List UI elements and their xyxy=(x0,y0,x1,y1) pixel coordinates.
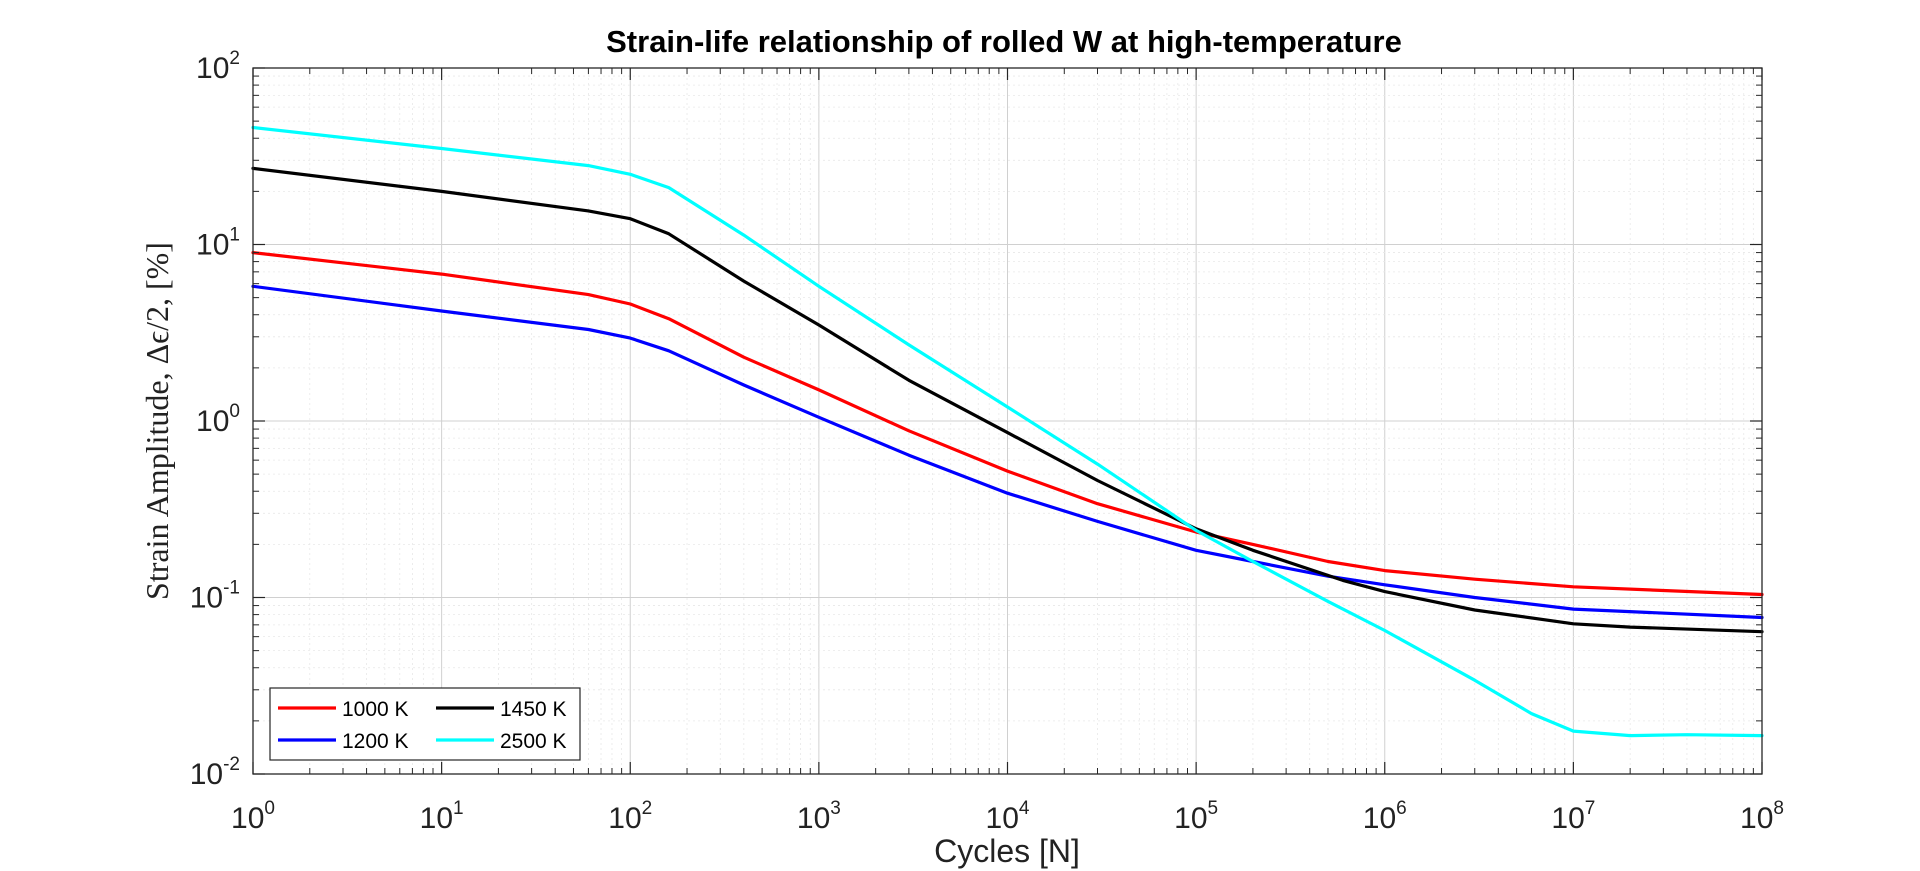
x-tick-label: 102 xyxy=(608,798,652,835)
legend: 1000 K 1450 K 1200 K 2500 K xyxy=(269,687,581,761)
legend-box xyxy=(269,687,581,761)
y-tick-label: 10-2 xyxy=(190,754,240,791)
series-line-1000-k xyxy=(251,251,1764,597)
series-line-1200-k xyxy=(251,284,1764,620)
legend-label: 2500 K xyxy=(500,730,567,753)
series-line-2500-k xyxy=(251,125,1764,738)
legend-item-1450-k: 1450 K xyxy=(436,698,567,721)
series-line-1450-k xyxy=(251,166,1764,634)
y-tick-label: 102 xyxy=(196,48,240,85)
legend-label: 1200 K xyxy=(342,730,409,753)
x-tick-label: 101 xyxy=(420,798,464,835)
series-lines xyxy=(251,125,1764,738)
legend-item-1000-k: 1000 K xyxy=(278,698,409,721)
legend-item-2500-k: 2500 K xyxy=(436,730,567,753)
x-tick-label: 104 xyxy=(986,798,1030,835)
chart-title: Strain-life relationship of rolled W at … xyxy=(606,24,1402,59)
grid xyxy=(252,68,1762,775)
y-tick-label: 10-1 xyxy=(190,578,240,615)
y-tick-label: 101 xyxy=(196,225,240,262)
x-tick-label: 103 xyxy=(797,798,841,835)
x-tick-label: 106 xyxy=(1363,798,1407,835)
x-tick-labels: 100 101 102 103 104 105 106 107 108 xyxy=(231,798,1784,835)
legend-label: 1450 K xyxy=(500,698,567,721)
x-tick-label: 108 xyxy=(1740,798,1784,835)
x-tick-label: 100 xyxy=(231,798,275,835)
y-tick-label: 100 xyxy=(196,401,240,438)
x-axis-label: Cycles [N] xyxy=(934,833,1080,869)
axis-ticks xyxy=(252,67,1763,775)
legend-label: 1000 K xyxy=(342,698,409,721)
x-tick-label: 105 xyxy=(1174,798,1218,835)
legend-item-1200-k: 1200 K xyxy=(278,730,409,753)
y-axis-label: Strain Amplitude, Δϵ/2, [%] xyxy=(139,242,175,600)
y-tick-labels: 10-2 10-1 100 101 102 xyxy=(190,48,240,791)
x-tick-label: 107 xyxy=(1551,798,1595,835)
